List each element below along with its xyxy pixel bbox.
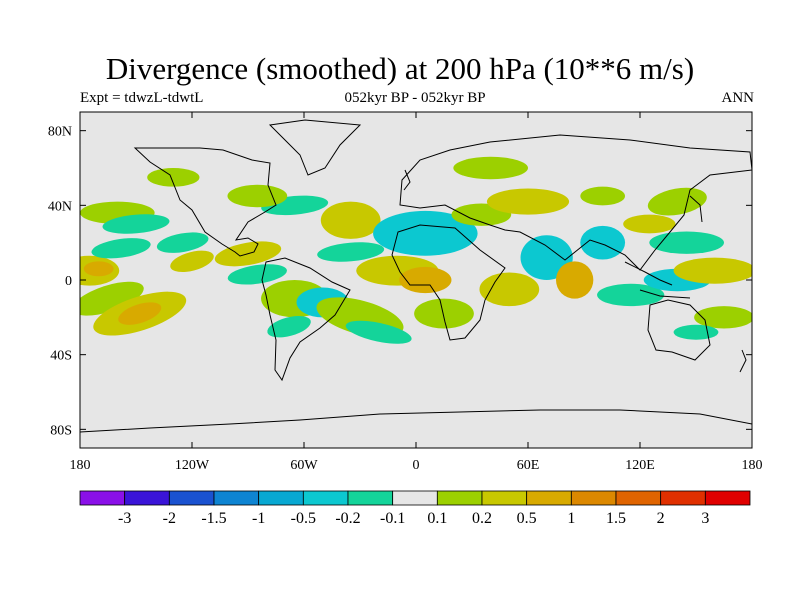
colorbar-label: 3 [701,510,709,527]
divergence-region-41 [580,186,626,206]
period-label: 052kyr BP - 052kyr BP [344,90,486,106]
colorbar-swatch [570,490,617,506]
coastline-eurasia [399,134,752,271]
divergence-region-18 [320,201,381,239]
colorbar-label: -0.2 [335,510,360,527]
divergence-region-2 [80,281,144,316]
divergence-region-30 [453,156,528,180]
divergence-region-8 [170,250,214,273]
colorbar-label: 0.5 [517,510,537,527]
coastlines [80,119,752,433]
colorbar-swatch [615,490,662,506]
x-tick-label: 60W [290,458,318,473]
colorbar-swatch [302,490,349,506]
divergence-region-1 [83,261,114,277]
divergence-region-40 [623,214,676,234]
divergence-region-14 [267,315,311,338]
x-tick-label: 120W [175,458,210,473]
colorbar-swatch [258,490,304,506]
divergence-region-20 [227,184,288,208]
coastline-australia [647,299,711,361]
chart-title: Divergence (smoothed) at 200 hPa (10**6 … [105,51,695,86]
y-tick-label: 80S [50,423,72,438]
colorbar-label: -1.5 [201,510,226,527]
colorbar: -3 -2 -1.5 -1 -0.5 -0.2 -0.1 0.1 0.2 0.5 1 1.5 2 3 [79,490,751,527]
colorbar-label: 0.1 [427,510,447,527]
y-tick-label: 40S [50,349,72,364]
divergence-region-33 [597,283,665,307]
colorbar-label: 0.2 [472,510,492,527]
coastline-uk [403,169,411,191]
divergence-region-39 [673,324,719,340]
colorbar-label: -1 [252,510,265,527]
divergence-region-17 [317,242,385,262]
y-axis: 80N 40N 0 40S 80S [48,125,752,438]
divergence-region-4 [118,302,162,325]
y-tick-label: 40N [48,199,72,214]
divergence-region-31 [556,261,594,299]
colorbar-swatch [213,490,260,506]
divergence-region-9 [156,232,209,253]
experiment-label: Expt = tdwzL-tdwtL [80,90,204,106]
coastline-antarctica [80,409,752,433]
x-tick-label: 180 [742,458,763,473]
colorbar-swatch [79,490,126,506]
colorbar-swatch [526,490,572,506]
colorbar-label: -0.5 [291,510,316,527]
coastline-japan [689,195,703,223]
colorbar-swatch [660,490,706,506]
colorbar-swatch [124,490,170,506]
divergence-region-16 [345,320,412,344]
divergence-region-23 [399,266,452,294]
divergence-field [80,156,752,344]
colorbar-swatch [168,490,215,506]
colorbar-label: 1.5 [606,510,626,527]
divergence-region-11 [227,264,287,285]
divergence-region-32 [580,225,626,260]
x-tick-label: 120E [625,458,655,473]
y-tick-label: 80N [48,125,72,140]
colorbar-label: 1 [567,510,575,527]
divergence-region-24 [414,298,474,329]
x-tick-label: 0 [413,458,420,473]
x-tick-label: 60E [517,458,540,473]
y-tick-label: 0 [65,274,72,289]
divergence-region-36 [649,231,725,254]
divergence-region-25 [373,210,478,256]
x-axis: 180 120W 60W 0 60E 120E 180 [70,112,763,473]
x-tick-label: 180 [70,458,91,473]
season-label: ANN [721,90,755,106]
coastline-south-america [261,257,351,382]
colorbar-swatch [436,490,483,506]
divergence-region-38 [694,306,752,329]
divergence-region-5 [91,238,151,259]
divergence-region-7 [102,214,170,234]
divergence-region-27 [479,272,540,307]
divergence-region-29 [486,188,570,215]
colorbar-label: -2 [163,510,176,527]
divergence-region-21 [147,168,200,187]
divergence-region-37 [647,187,707,216]
coastline-greenland [268,119,362,176]
colorbar-swatch [392,490,438,506]
coastline-north-america [133,147,277,257]
colorbar-swatch [481,490,528,506]
coastline-africa [391,224,506,341]
divergence-region-28 [520,235,573,280]
divergence-region-35 [673,257,752,284]
coastline-new-zealand [739,349,747,373]
colorbar-swatch [704,490,751,506]
colorbar-label: 2 [657,510,665,527]
colorbar-label: -0.1 [380,510,405,527]
colorbar-swatch [347,490,394,506]
colorbar-label: -3 [118,510,131,527]
coastline-indonesia [624,261,691,299]
